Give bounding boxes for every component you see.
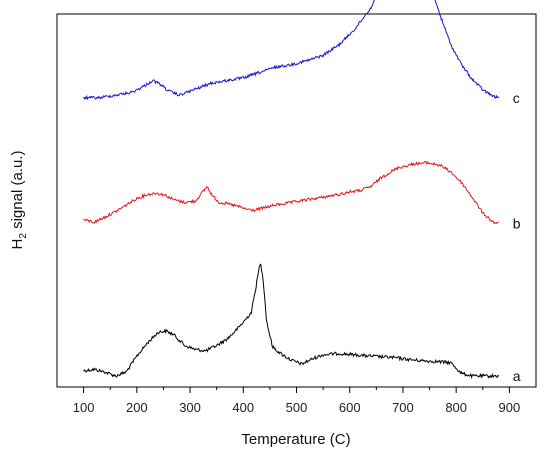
y-axis-title-rest: signal (a.u.): [9, 151, 26, 234]
series-line-b: [83, 160, 499, 225]
x-tick-label: 800: [445, 400, 467, 415]
series-label-a: a: [513, 368, 521, 384]
x-tick-label: 900: [499, 400, 521, 415]
x-axis-ticks: 100 200 300 400 500 600 700 800 900: [73, 387, 520, 415]
series-label-b: b: [513, 216, 521, 232]
plot-frame: [56, 13, 537, 388]
x-tick-label: 300: [179, 400, 201, 415]
x-tick-label: 200: [126, 400, 148, 415]
series-label-c: c: [513, 90, 520, 106]
x-tick-label: 400: [232, 400, 254, 415]
series-line-c: [83, 0, 500, 101]
x-tick-label: 100: [73, 400, 95, 415]
y-axis-title: H2 signal (a.u.): [9, 151, 29, 250]
series-line-a: [83, 263, 500, 380]
x-tick-label: 700: [392, 400, 414, 415]
series-labels: a b c: [513, 90, 521, 384]
y-axis-title-subscript: 2: [18, 233, 29, 239]
x-tick-label: 500: [286, 400, 308, 415]
y-axis-title-main: H: [9, 239, 26, 250]
series-layer: [83, 0, 500, 380]
x-tick-label: 600: [339, 400, 361, 415]
x-axis-title: Temperature (C): [241, 431, 350, 448]
